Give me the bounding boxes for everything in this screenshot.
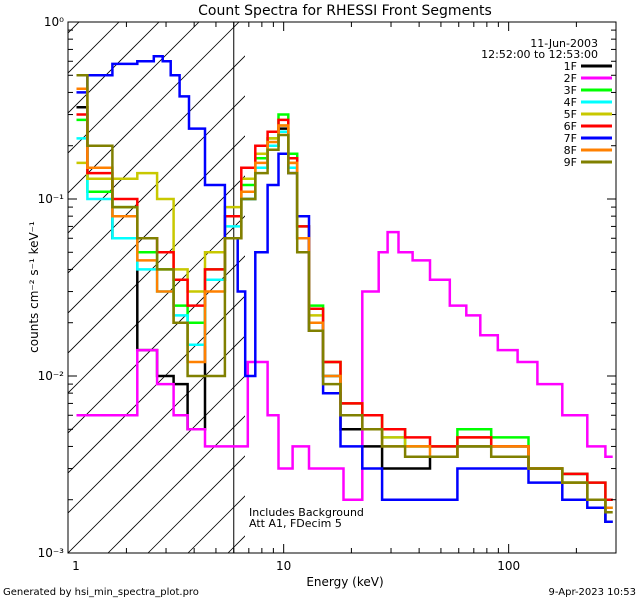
annotation-attenuator: Att A1, FDecim 5 [249,517,342,530]
legend-label-5F: 5F [564,108,577,121]
y-tick-label: 10⁻³ [38,546,65,560]
hatch-line [68,22,200,154]
hatch-line [147,455,245,553]
series-line-9F [76,74,613,514]
x-tick-label: 1 [72,559,80,573]
hatch-line [68,135,245,314]
hatch-line [68,295,245,474]
legend-label-2F: 2F [564,72,577,85]
x-axis-label: Energy (keV) [306,575,383,589]
footer-generator: Generated by hsi_min_spectra_plot.pro [3,587,199,598]
annotation-background: Includes Background [249,506,364,519]
legend-label-9F: 9F [564,156,577,169]
hatch-line [107,415,245,553]
hatch-line [68,255,245,434]
series-line-2F [76,230,613,501]
y-tick-label: 10⁰ [44,15,64,29]
y-axis-ticks: 10⁰ 10⁻¹ 10⁻² 10⁻³ [38,15,616,560]
legend-label-3F: 3F [564,84,577,97]
legend-label-1F: 1F [564,60,577,73]
series-layer [76,55,613,524]
x-axis-ticks: 1 10 100 [72,22,617,573]
header-time: 12:52:00 to 12:53:00 [481,48,598,61]
footer-timestamp: 9-Apr-2023 10:53 [549,587,636,598]
legend-label-6F: 6F [564,120,577,133]
hatch-line [68,22,240,194]
legend-label-8F: 8F [564,144,577,157]
y-axis-label: counts cm⁻² s⁻¹ keV⁻¹ [27,221,41,353]
x-tick-label: 10 [276,559,291,573]
y-tick-label: 10⁻² [38,369,65,383]
header-date: 11-Jun-2003 [530,37,598,50]
legend-label-7F: 7F [564,132,577,145]
hatch-line [68,175,245,354]
hatch-line [68,22,160,114]
hatch-line [68,55,245,234]
hatch-line [68,375,245,553]
x-tick-label: 100 [497,559,520,573]
series-line-7F [76,55,613,524]
chart-title: Count Spectra for RHESSI Front Segments [198,3,492,19]
hatch-line [68,335,245,514]
legend-label-4F: 4F [564,96,577,109]
plot-frame [67,21,617,554]
y-tick-label: 10⁻¹ [38,192,65,206]
series-line-8F [76,87,613,510]
